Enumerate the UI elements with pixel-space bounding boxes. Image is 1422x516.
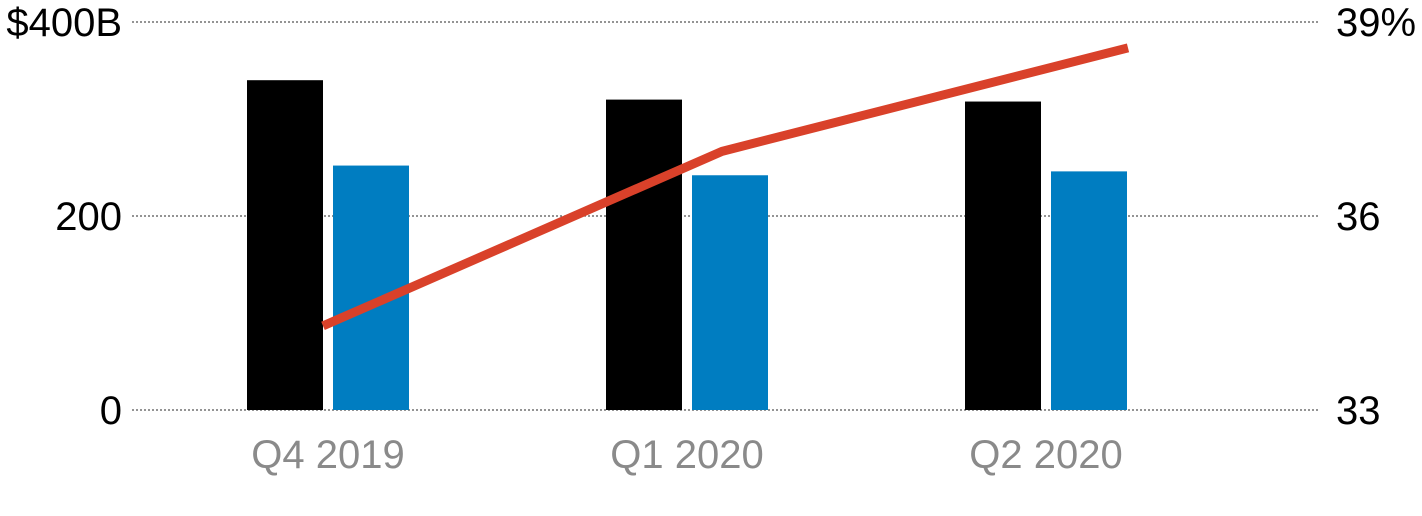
bars	[247, 80, 1127, 410]
x-axis: Q4 2019 Q1 2020 Q2 2020	[251, 433, 1122, 477]
right-tick-label: 39%	[1336, 1, 1416, 45]
left-tick-label: 0	[100, 389, 122, 433]
x-tick-label: Q1 2020	[610, 433, 763, 477]
bar-q1-2020-s2	[692, 175, 768, 410]
bar-q1-2020-s1	[606, 99, 682, 410]
x-tick-label: Q4 2019	[251, 433, 404, 477]
bar-q4-2019-s2	[333, 165, 409, 410]
bar-q2-2020-s1	[965, 101, 1041, 410]
right-axis: 33 36 39%	[1336, 1, 1416, 433]
bar-q4-2019-s1	[247, 80, 323, 410]
left-tick-label: 200	[55, 195, 122, 239]
x-tick-label: Q2 2020	[969, 433, 1122, 477]
right-tick-label: 33	[1336, 389, 1381, 433]
line-series	[321, 43, 1130, 331]
left-axis: 0 200 $400B	[6, 1, 122, 433]
bar-q2-2020-s2	[1051, 171, 1127, 410]
line-series-path	[321, 43, 1130, 331]
left-tick-label: $400B	[6, 1, 122, 45]
right-tick-label: 36	[1336, 195, 1381, 239]
